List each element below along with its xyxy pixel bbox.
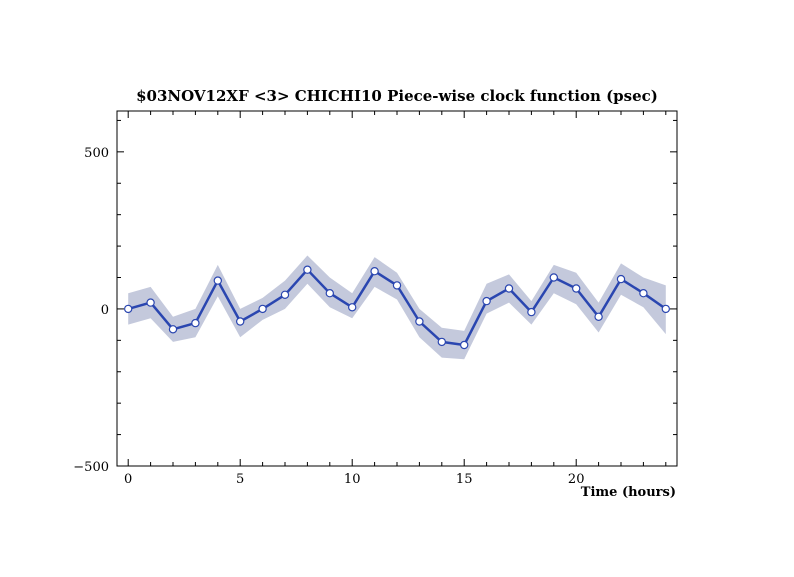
data-point <box>303 265 312 274</box>
data-point <box>415 317 424 326</box>
x-tick-label: 15 <box>456 472 473 487</box>
data-point <box>325 289 334 298</box>
data-point <box>213 276 222 285</box>
data-point <box>437 337 446 347</box>
x-tick-label: 0 <box>124 472 132 487</box>
y-tick-label: −500 <box>73 460 109 475</box>
y-tick-label: 500 <box>84 146 109 161</box>
x-tick-label: 10 <box>344 472 361 487</box>
data-point <box>258 304 267 314</box>
data-point <box>460 340 469 350</box>
data-point <box>639 289 648 298</box>
error-band <box>128 255 666 360</box>
data-point <box>616 274 626 284</box>
data-point <box>146 298 155 307</box>
data-point <box>527 307 536 317</box>
data-point <box>661 304 671 314</box>
data-point <box>549 273 559 282</box>
chart-title: $03NOV12XF <3> CHICHI10 Piece-wise clock… <box>136 87 658 105</box>
x-axis-label: Time (hours) <box>581 485 676 500</box>
data-point <box>123 304 133 314</box>
x-tick-label: 5 <box>236 472 244 487</box>
data-point <box>572 284 581 293</box>
error-band-area <box>128 255 666 360</box>
axis-ticks: 0 5 10 15 20 −500 0 500 <box>73 111 677 487</box>
data-point <box>168 325 178 334</box>
clock-series <box>123 265 671 350</box>
data-point <box>348 303 357 312</box>
y-tick-label: 0 <box>101 303 109 318</box>
data-point <box>482 296 491 306</box>
data-point <box>235 317 245 326</box>
data-point <box>280 290 290 299</box>
data-point <box>370 267 379 276</box>
data-point <box>191 318 200 328</box>
data-point <box>392 281 402 290</box>
data-point <box>594 312 603 321</box>
x-tick-label: 20 <box>568 472 585 487</box>
data-point <box>504 284 514 293</box>
